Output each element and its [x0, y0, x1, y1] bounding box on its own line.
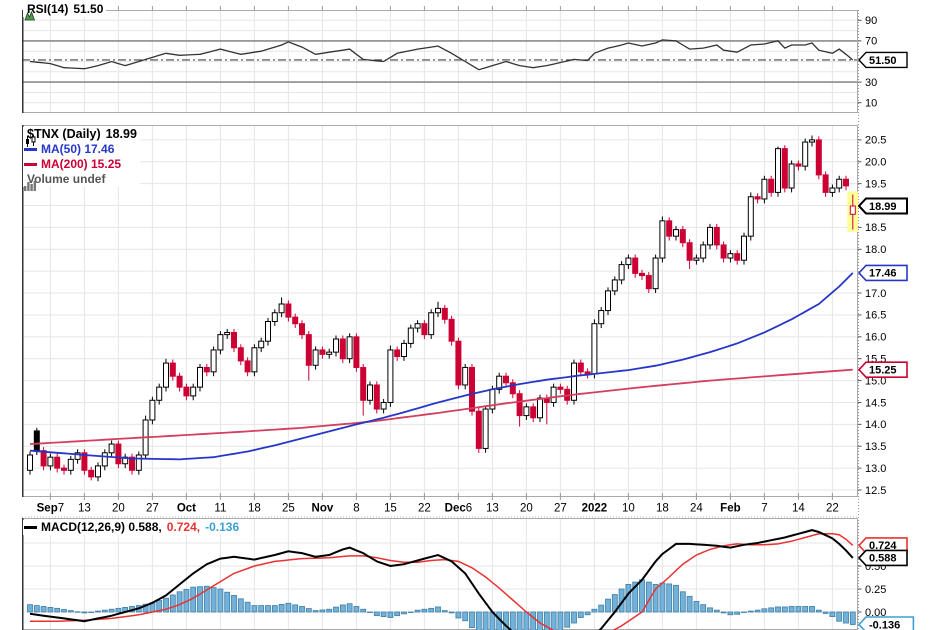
date-label: 14	[792, 503, 805, 515]
axis-tick-label: 19.5	[865, 178, 886, 190]
price-panel	[22, 125, 858, 497]
date-label: 10	[622, 503, 635, 515]
value-axis: 90 70 30 10 20.5 20.0 19.5 18.5 18.0 17.0 16.5 16.0…	[858, 10, 915, 630]
date-label: Feb	[720, 503, 740, 515]
rsi-label: RSI(14)	[27, 2, 69, 16]
week-ticks	[49, 6, 833, 10]
axis-callout-value: 51.50	[869, 55, 897, 67]
rsi-panel	[22, 10, 858, 113]
axis-callout-box	[858, 361, 908, 378]
axis-tick-label: 18.5	[865, 222, 886, 234]
axis-labels: 90 70 30 10 20.5 20.0 19.5 18.5 18.0 17.0 16.5 16.0…	[858, 10, 915, 630]
symbol-label: $TNX (Daily)	[27, 127, 101, 141]
macd-legend: MACD(12,26,9) 0.588, 0.724, -0.136	[23, 520, 243, 535]
date-label: 24	[690, 503, 703, 515]
date-label: 7	[761, 503, 767, 515]
axis-tick-label: 10	[865, 98, 877, 110]
date-label: 11	[214, 503, 226, 515]
volume-label: Volume undef	[27, 172, 106, 186]
macd-signal-value: 0.724,	[166, 520, 201, 534]
last-price: 18.99	[105, 127, 137, 141]
axis-tick-label: 13.5	[865, 441, 886, 453]
date-label: 13	[78, 503, 91, 515]
volume-legend: Volume undef	[24, 172, 137, 191]
axis-tick-label: 12.5	[865, 485, 886, 497]
axis-tick-label: 30	[865, 77, 877, 89]
axis-tick-label: 90	[865, 15, 877, 27]
rsi-grid	[22, 10, 858, 113]
date-label: 18	[248, 503, 261, 515]
date-label: 20	[520, 503, 533, 515]
price-legend: $TNX (Daily) 18.99 MA(50) 17.46 MA(200) …	[23, 127, 140, 191]
date-label: Sep7	[37, 503, 65, 515]
axis-callout-value: -0.136	[869, 619, 900, 630]
date-label: 20	[112, 503, 125, 515]
candles	[27, 135, 856, 482]
axis-tick-label: 17.0	[865, 288, 886, 300]
date-label: Oct	[177, 503, 196, 515]
date-label: 15	[384, 503, 397, 515]
ma50-legend: MA(50) 17.46	[24, 142, 137, 157]
axis-tick-label: 16.5	[865, 310, 886, 322]
axis-callout-value: 17.46	[869, 268, 897, 280]
axis-callout-box	[858, 264, 908, 282]
date-label: 13	[486, 503, 499, 515]
axis-callout-box	[858, 197, 908, 215]
macd-panel	[22, 518, 858, 630]
moving-averages	[29, 272, 854, 461]
date-label: Dec6	[445, 503, 473, 515]
date-label: 27	[146, 503, 159, 515]
axis-callout-value: 15.25	[869, 364, 897, 376]
axis-tick-label: 0.00	[865, 607, 886, 619]
macd-lines	[29, 529, 854, 630]
axis-callout-value: 0.588	[869, 553, 897, 565]
axis-callout-box	[858, 549, 908, 567]
axis-tick-label: 14.0	[865, 419, 886, 431]
axis-callout-box	[858, 51, 908, 69]
date-axis: Sep7 13 20 27 Oct 11 18 25 Nov 8 15 22 Dec6 13 20 27 202…	[22, 497, 858, 518]
rsi-line	[29, 39, 854, 71]
rsi-value: 51.50	[73, 2, 104, 16]
date-label: 25	[282, 503, 295, 515]
date-label: 27	[554, 503, 567, 515]
top-ticks	[49, 6, 833, 10]
macd-histogram	[27, 579, 856, 630]
axis-tick-label: 20.5	[865, 135, 886, 147]
macd-line-icon	[24, 526, 37, 529]
axis-tick-label: 13.0	[865, 463, 886, 475]
axis-tick-label: 14.5	[865, 397, 886, 409]
macd-hist-value: -0.136	[205, 520, 240, 534]
axis-tick-label: 15.0	[865, 375, 886, 387]
ma200-label: MA(200) 15.25	[41, 157, 122, 171]
ma200-legend: MA(200) 15.25	[24, 157, 137, 172]
date-label: 22	[826, 503, 839, 515]
axis-callout-value: 0.724	[869, 540, 897, 552]
axis-callout-box	[858, 616, 915, 630]
macd-label: MACD(12,26,9) 0.588,	[41, 520, 162, 534]
axis-tick-label: 18.0	[865, 244, 886, 256]
axis-tick-label: 70	[865, 36, 877, 48]
axis-tick-label: 0.25	[865, 584, 886, 596]
date-labels: Sep7 13 20 27 Oct 11 18 25 Nov 8 15 22 Dec6 13 20 27 202…	[22, 497, 858, 518]
ma50-line-icon	[24, 148, 37, 151]
date-label: 22	[418, 503, 431, 515]
axis-tick-label: 20.0	[865, 157, 886, 169]
date-label: Nov	[312, 503, 334, 515]
ma200-line-icon	[24, 163, 37, 166]
date-label: 2022	[582, 503, 608, 515]
axis-tick-label: 16.0	[865, 332, 886, 344]
ma50-label: MA(50) 17.46	[41, 142, 115, 156]
date-label: 8	[353, 503, 359, 515]
date-label: 18	[656, 503, 669, 515]
rsi-legend: RSI(14) 51.50	[23, 2, 107, 20]
axis-callout-value: 18.99	[869, 201, 897, 213]
